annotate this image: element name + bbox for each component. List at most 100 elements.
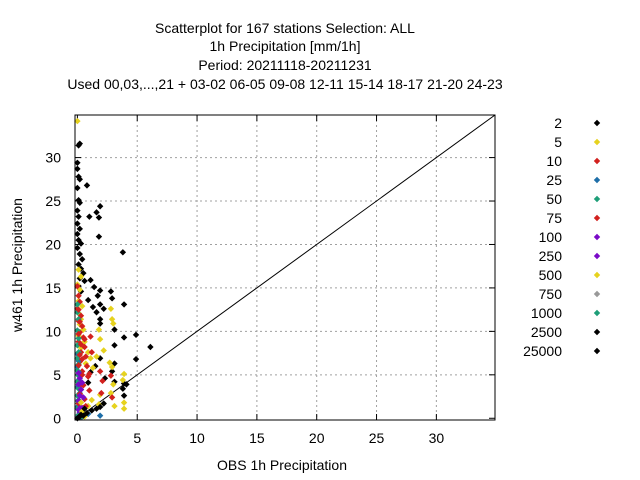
- data-point-series-100: [77, 386, 85, 393]
- x-tick-label: 0: [73, 430, 81, 446]
- legend-label: 25: [546, 172, 562, 188]
- diagonal-line-group: [77, 114, 496, 419]
- data-point-series-5: [110, 381, 117, 388]
- data-point-series-10: [99, 377, 106, 385]
- x-tick-label: 15: [249, 430, 265, 446]
- legend-label: 5: [554, 134, 562, 150]
- title-line-4: Used 00,03,...,21 + 03-02 06-05 09-08 12…: [67, 76, 502, 92]
- y-tick-labels: 0 5 10 15 20 25 30: [45, 150, 61, 427]
- y-tick-label: 5: [53, 367, 61, 383]
- data-point-series-5: [100, 347, 107, 354]
- chart-title-block: Scatterplot for 167 stations Selection: …: [67, 20, 502, 92]
- data-point-series-75: [81, 335, 88, 343]
- legend-label: 25000: [523, 343, 562, 359]
- x-tick-label: 30: [429, 430, 445, 446]
- title-line-3: Period: 20211118-20211231: [198, 57, 372, 73]
- legend-marker: [593, 252, 601, 260]
- legend-label: 2500: [531, 324, 562, 340]
- y-tick-label: 0: [53, 410, 61, 426]
- y-axis-label: w461 1h Precipitation: [9, 198, 25, 333]
- data-point-series-2: [100, 305, 107, 312]
- data-point-series-2: [96, 301, 104, 308]
- legend-label: 250: [539, 248, 563, 264]
- data-point-series-75: [75, 362, 82, 369]
- data-point-series-100: [80, 394, 87, 401]
- data-point-series-2: [87, 276, 94, 284]
- data-point-series-2: [84, 296, 92, 304]
- data-point-series-2: [76, 225, 83, 233]
- data-point-series-5: [77, 273, 85, 280]
- data-point-series-2: [123, 381, 130, 388]
- data-point-series-10: [96, 368, 104, 375]
- data-point-series-5: [108, 316, 116, 323]
- data-point-series-2: [81, 277, 88, 285]
- data-point-series-50: [74, 301, 81, 308]
- y-tick-label: 10: [45, 323, 61, 339]
- data-point-series-75: [76, 318, 83, 326]
- data-point-series-2: [84, 379, 92, 386]
- data-point-series-10: [86, 387, 93, 394]
- legend-label: 100: [539, 229, 563, 245]
- data-point-series-10: [88, 349, 95, 356]
- legend-marker: [593, 271, 601, 279]
- data-point-series-10: [86, 370, 93, 378]
- data-point-series-2: [74, 165, 81, 173]
- y-tick-label: 15: [45, 280, 61, 296]
- x-axis-label: OBS 1h Precipitation: [217, 457, 347, 473]
- data-point-series-2: [83, 182, 91, 189]
- x-tick-label: 25: [369, 430, 385, 446]
- data-point-series-2: [93, 309, 100, 316]
- data-point-series-2: [120, 334, 128, 341]
- legend-label: 10: [546, 153, 562, 169]
- data-point-series-5: [108, 363, 116, 371]
- title-line-1: Scatterplot for 167 stations Selection: …: [155, 20, 415, 36]
- y-tick-label: 30: [45, 150, 61, 166]
- legend-label: 1000: [531, 305, 562, 321]
- data-point-series-5: [74, 117, 81, 125]
- legend-marker: [593, 214, 601, 222]
- data-point-series-2: [132, 355, 140, 363]
- data-point-series-10: [78, 368, 86, 375]
- data-point-series-2: [77, 240, 85, 247]
- data-point-series-2: [107, 288, 115, 295]
- data-point-series-10: [82, 402, 89, 410]
- data-point-series-5: [87, 355, 94, 362]
- data-point-series-2: [111, 326, 118, 333]
- plot-frame: [74, 114, 496, 421]
- data-point-series-10: [107, 372, 115, 379]
- data-point-series-25: [96, 412, 104, 419]
- legend-marker: [593, 138, 601, 146]
- legend-marker: [593, 290, 601, 298]
- data-point-series-75: [75, 330, 82, 338]
- data-point-series-2500: [81, 405, 88, 412]
- data-point-series-2: [119, 385, 127, 392]
- data-points: [74, 117, 154, 422]
- data-point-series-2: [94, 292, 101, 299]
- data-point-series-100: [76, 375, 83, 382]
- data-point-series-2: [74, 244, 81, 252]
- data-point-series-2: [76, 250, 83, 258]
- legend-label: 2: [554, 115, 562, 131]
- data-point-series-2: [74, 220, 81, 227]
- legend-marker: [593, 176, 601, 184]
- data-point-series-2500: [96, 403, 104, 411]
- data-point-series-2500: [83, 409, 91, 417]
- legend-marker: [593, 347, 601, 355]
- data-point-series-10: [74, 282, 81, 290]
- data-point-series-2: [74, 230, 81, 238]
- data-point-series-2: [75, 173, 82, 180]
- data-point-series-2: [95, 214, 103, 221]
- legend-label: 750: [539, 286, 563, 302]
- data-point-series-2: [76, 176, 83, 183]
- data-point-series-5: [88, 396, 95, 404]
- data-point-series-10: [108, 394, 116, 401]
- diagonal-line: [77, 114, 496, 419]
- data-point-series-25000: [75, 414, 82, 421]
- data-point-series-2: [96, 320, 104, 327]
- data-point-series-5: [89, 364, 97, 372]
- data-point-series-2: [119, 249, 127, 256]
- data-point-series-100: [75, 369, 82, 377]
- data-point-series-5: [120, 399, 128, 406]
- title-line-2: 1h Precipitation [mm/1h]: [210, 38, 361, 54]
